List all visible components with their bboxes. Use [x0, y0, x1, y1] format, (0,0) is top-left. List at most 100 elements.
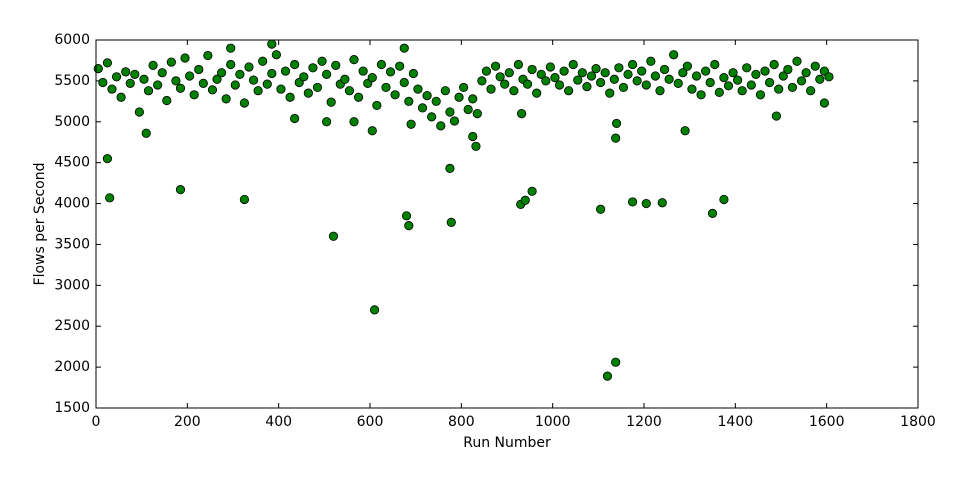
- point: [673, 78, 683, 88]
- point: [614, 63, 624, 73]
- point: [701, 66, 711, 76]
- point: [623, 69, 633, 79]
- point: [582, 82, 592, 92]
- point: [139, 74, 149, 84]
- point: [664, 74, 674, 84]
- point: [520, 195, 530, 205]
- point: [682, 61, 692, 71]
- point: [691, 71, 702, 81]
- point: [353, 92, 364, 102]
- point: [596, 204, 606, 214]
- point: [253, 86, 263, 96]
- point: [796, 76, 807, 86]
- point: [358, 66, 368, 76]
- point: [705, 77, 715, 88]
- point: [134, 107, 144, 117]
- point: [659, 64, 670, 75]
- point: [751, 69, 761, 79]
- point: [600, 68, 610, 78]
- point: [710, 59, 720, 70]
- point: [404, 96, 414, 106]
- point: [399, 77, 409, 88]
- point: [468, 94, 478, 104]
- point: [285, 92, 295, 102]
- point: [819, 98, 829, 108]
- point: [714, 87, 724, 97]
- x-tick-label: 1400: [718, 414, 754, 430]
- point: [680, 126, 690, 136]
- point: [125, 78, 135, 88]
- point: [406, 119, 416, 129]
- point: [413, 84, 423, 94]
- point: [203, 50, 213, 61]
- point: [399, 43, 409, 53]
- point: [93, 64, 103, 74]
- point: [504, 68, 514, 78]
- point: [431, 96, 441, 106]
- point: [602, 371, 613, 381]
- point: [271, 50, 281, 60]
- point: [308, 63, 318, 73]
- point: [495, 72, 505, 82]
- point: [262, 79, 272, 89]
- point: [367, 73, 377, 83]
- point: [290, 59, 300, 70]
- point: [500, 79, 510, 89]
- point: [148, 60, 158, 70]
- y-tick-label: 2000: [54, 359, 90, 375]
- point: [116, 92, 126, 102]
- point: [331, 60, 341, 70]
- y-tick-label: 4000: [54, 196, 90, 212]
- point: [522, 79, 533, 89]
- point: [369, 305, 380, 315]
- point: [719, 194, 729, 205]
- y-tick-label: 3500: [54, 236, 90, 252]
- point: [143, 86, 154, 96]
- point: [806, 86, 816, 96]
- point: [627, 59, 638, 70]
- point: [517, 109, 527, 119]
- point: [226, 59, 236, 70]
- point: [591, 64, 601, 74]
- point: [171, 76, 181, 86]
- point: [440, 86, 450, 96]
- point: [696, 90, 706, 100]
- point: [395, 61, 405, 71]
- point: [180, 53, 190, 63]
- point: [244, 62, 254, 72]
- point: [322, 69, 332, 79]
- point: [678, 68, 688, 78]
- point: [427, 112, 437, 122]
- point: [317, 56, 327, 66]
- point: [719, 73, 729, 83]
- point: [349, 117, 359, 127]
- point: [657, 198, 667, 208]
- point: [372, 100, 382, 111]
- point: [545, 62, 555, 72]
- point: [742, 63, 752, 73]
- point: [185, 71, 195, 81]
- point: [401, 211, 412, 221]
- point: [532, 88, 542, 98]
- point: [175, 185, 186, 195]
- point: [98, 77, 108, 88]
- point: [541, 76, 551, 86]
- point: [175, 83, 186, 93]
- point: [728, 68, 738, 78]
- point: [568, 59, 578, 70]
- point: [404, 221, 414, 231]
- point: [564, 86, 574, 96]
- point: [328, 231, 339, 241]
- point: [801, 68, 811, 78]
- point: [226, 43, 236, 53]
- point: [107, 84, 117, 94]
- point: [536, 69, 546, 79]
- point: [577, 68, 587, 78]
- y-tick-label: 1500: [54, 400, 90, 416]
- point: [230, 80, 240, 90]
- y-tick-label: 4500: [54, 155, 90, 171]
- point: [349, 55, 359, 65]
- point: [221, 94, 231, 104]
- point: [445, 107, 455, 117]
- point: [486, 84, 496, 94]
